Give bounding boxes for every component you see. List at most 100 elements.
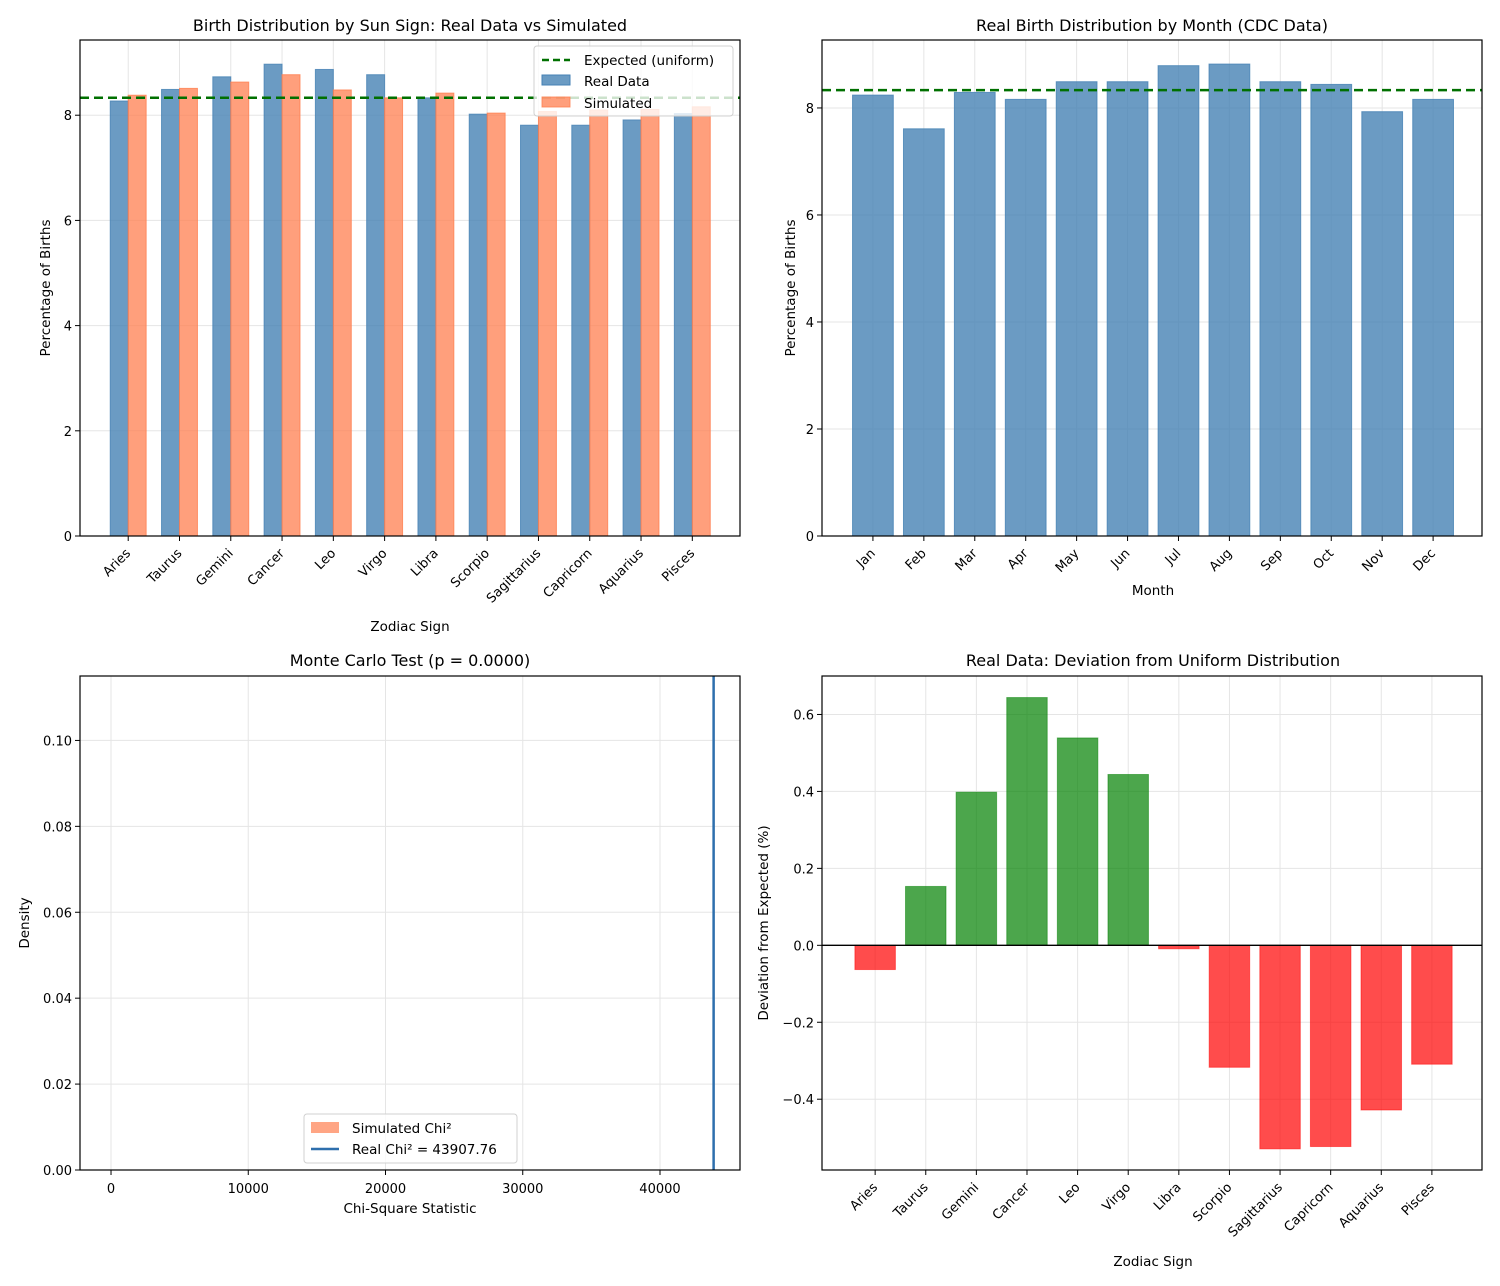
bar-negative-deviation bbox=[1259, 944, 1301, 1150]
bar-positive-deviation bbox=[905, 885, 947, 946]
bar-positive-deviation bbox=[1056, 737, 1099, 946]
bar-month bbox=[1310, 83, 1353, 537]
bar-negative-deviation bbox=[1309, 944, 1352, 1148]
y-tick-label: 6 bbox=[64, 214, 72, 229]
bar-simulated bbox=[230, 81, 250, 537]
y-tick-label: 2 bbox=[806, 423, 814, 438]
y-tick-label: 2 bbox=[64, 425, 72, 440]
bar-simulated bbox=[127, 94, 147, 537]
y-ticks: −0.4 −0.2 0.0 0.2 0.4 0.6 bbox=[782, 708, 822, 1108]
bar-real bbox=[622, 119, 642, 537]
y-tick-label: 0.06 bbox=[43, 906, 72, 921]
bar-simulated bbox=[384, 97, 404, 537]
bar-month bbox=[852, 94, 894, 537]
bar-positive-deviation bbox=[955, 791, 998, 946]
bar-real bbox=[468, 113, 488, 537]
chart-title: Birth Distribution by Sun Sign: Real Dat… bbox=[193, 16, 627, 35]
bars bbox=[109, 63, 711, 537]
bar-real bbox=[161, 88, 180, 537]
legend-box bbox=[533, 45, 734, 117]
x-ticks: 0 10000 20000 30000 40000 bbox=[107, 1170, 681, 1197]
y-ticks: 0 2 4 6 8 bbox=[64, 109, 80, 545]
bar-positive-deviation bbox=[1107, 773, 1149, 946]
bar-positive-deviation bbox=[1006, 697, 1048, 946]
bars bbox=[854, 697, 1453, 1150]
axes-frame bbox=[79, 39, 741, 537]
bar-month bbox=[1106, 81, 1149, 537]
legend: Simulated Chi² Real Chi² = 43907.76 bbox=[303, 1113, 518, 1164]
legend-label-real-chi: Real Chi² = 43907.76 bbox=[352, 1142, 497, 1158]
bar-month bbox=[1361, 111, 1404, 537]
axes-frame bbox=[821, 39, 1483, 537]
x-axis-label: Zodiac Sign bbox=[370, 619, 449, 635]
legend-swatch-simulated bbox=[541, 96, 571, 108]
bar-real bbox=[520, 124, 539, 537]
y-tick-label: 0.02 bbox=[43, 1078, 72, 1093]
y-tick-label: 4 bbox=[64, 320, 72, 335]
y-tick-label: 6 bbox=[806, 209, 814, 224]
y-ticks: 0 2 4 6 8 bbox=[806, 102, 822, 545]
axes-frame bbox=[79, 675, 741, 1171]
bar-real bbox=[263, 63, 283, 537]
bar-month bbox=[1055, 81, 1098, 537]
y-tick-label: 0.0 bbox=[793, 939, 814, 954]
bar-real bbox=[212, 76, 232, 537]
y-tick-label: 0.08 bbox=[43, 820, 72, 835]
y-tick-label: −0.2 bbox=[782, 1016, 814, 1031]
bar-real bbox=[417, 97, 437, 537]
bar-simulated bbox=[691, 106, 711, 537]
legend-label-expected: Expected (uniform) bbox=[584, 53, 714, 69]
bar-month bbox=[1412, 98, 1454, 537]
bar-real bbox=[314, 68, 334, 537]
y-tick-label: 0.2 bbox=[793, 862, 814, 877]
bar-simulated bbox=[589, 109, 609, 537]
y-axis-label: Percentage of Births bbox=[38, 220, 54, 357]
x-tick-label: 30000 bbox=[502, 1182, 543, 1197]
y-tick-label: 8 bbox=[64, 109, 72, 124]
x-tick-label: 40000 bbox=[639, 1182, 680, 1197]
y-tick-label: −0.4 bbox=[782, 1093, 814, 1108]
y-tick-label: 0.00 bbox=[43, 1164, 72, 1179]
x-axis-label: Chi-Square Statistic bbox=[343, 1201, 476, 1217]
bar-month bbox=[1259, 81, 1302, 537]
legend-box bbox=[303, 1113, 518, 1164]
bar-simulated bbox=[435, 92, 455, 537]
x-tick-label: 20000 bbox=[365, 1182, 406, 1197]
y-tick-label: 0.04 bbox=[43, 992, 72, 1007]
legend-swatch-simulated-chi bbox=[311, 1122, 339, 1133]
bar-simulated bbox=[640, 108, 660, 537]
bar-negative-deviation bbox=[1411, 944, 1453, 1065]
bar-real bbox=[673, 113, 693, 537]
legend-label-simulated-chi: Simulated Chi² bbox=[352, 1121, 452, 1137]
legend: Expected (uniform) Real Data Simulated bbox=[533, 45, 734, 117]
bar-month bbox=[1157, 65, 1200, 537]
bar-month bbox=[1004, 98, 1047, 537]
axes-frame bbox=[821, 675, 1483, 1171]
x-axis-label: Zodiac Sign bbox=[1113, 1254, 1192, 1270]
bar-negative-deviation bbox=[1360, 944, 1403, 1111]
y-tick-label: 0.10 bbox=[43, 734, 72, 749]
bar-simulated bbox=[281, 74, 301, 537]
y-tick-label: 8 bbox=[806, 102, 814, 117]
y-tick-label: 4 bbox=[806, 316, 814, 331]
chart-title: Real Data: Deviation from Uniform Distri… bbox=[966, 651, 1340, 670]
y-tick-label: 0.4 bbox=[793, 785, 814, 800]
bar-month bbox=[902, 128, 945, 537]
legend-swatch-real bbox=[541, 74, 571, 86]
bar-real bbox=[366, 74, 386, 537]
bar-month bbox=[1208, 63, 1251, 537]
x-axis-label: Month bbox=[1132, 583, 1174, 599]
x-tick-label: 10000 bbox=[228, 1182, 269, 1197]
bar-simulated bbox=[537, 111, 557, 537]
bar-simulated bbox=[178, 87, 198, 537]
chart-title: Real Birth Distribution by Month (CDC Da… bbox=[976, 16, 1328, 35]
bar-month bbox=[953, 91, 996, 537]
monte-carlo-chart: Monte Carlo Test (p = 0.0000) 0.000.020.… bbox=[17, 651, 741, 1217]
y-axis-label: Density bbox=[17, 897, 33, 948]
x-tick-label: 0 bbox=[107, 1182, 115, 1197]
bars bbox=[852, 63, 1454, 537]
y-axis-label: Deviation from Expected (%) bbox=[756, 825, 772, 1020]
y-axis-label: Percentage of Births bbox=[783, 220, 799, 357]
y-tick-label: 0 bbox=[64, 530, 72, 545]
